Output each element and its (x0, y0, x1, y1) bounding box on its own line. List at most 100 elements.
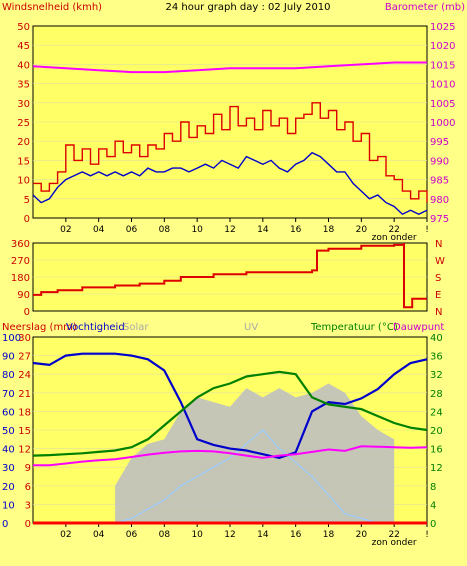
barometer-tick-label: 1010 (430, 80, 455, 91)
rain-tick-label: 18 (18, 407, 31, 418)
temperature-x-tick-label: ! (425, 530, 429, 540)
barometer-tick-label: 1015 (430, 60, 455, 71)
compass-label: E (435, 290, 441, 301)
temperature-tick-label: 24 (430, 407, 443, 418)
barometer-tick-label: 1020 (430, 41, 455, 52)
rain-tick-label: 27 (18, 352, 31, 363)
wind-x-tick-label: 18 (323, 225, 335, 235)
rain-tick-label: 3 (25, 500, 31, 511)
direction-tick-label: 90 (17, 290, 30, 301)
humidity-tick-label: 80 (2, 370, 15, 381)
direction-series (33, 243, 427, 309)
humidity-tick-label: 40 (2, 445, 15, 456)
wind-speed-tick-label: 0 (24, 214, 30, 225)
direction-tick-label: 270 (11, 256, 30, 267)
compass-label: W (435, 256, 445, 267)
series-uv (114, 429, 378, 524)
temperature-tick-label: 40 (430, 333, 443, 344)
dewpoint-axis-label: Dauwpunt (393, 322, 444, 333)
temperature-tick-label: 8 (430, 482, 436, 493)
temperature-tick-label: 16 (430, 445, 443, 456)
humidity-tick-label: 90 (2, 352, 15, 363)
humidity-tick-label: 0 (2, 519, 8, 530)
barometer-tick-label: 1005 (430, 99, 455, 110)
wind-speed-tick-label: 15 (17, 156, 30, 167)
wind-speed-tick-label: 45 (17, 41, 30, 52)
wind-x-tick-label: 16 (290, 225, 302, 235)
barometer-tick-label: 980 (430, 195, 449, 206)
uv-axis-label: UV (244, 322, 258, 333)
wind-speed-tick-label: 50 (17, 22, 30, 33)
wind-x-tick-label: 12 (224, 225, 235, 235)
compass-label: S (435, 273, 441, 284)
wind-speed-tick-label: 10 (17, 176, 30, 187)
humidity-tick-label: 50 (2, 426, 15, 437)
solar-axis-label: Solar (123, 322, 149, 333)
wind-x-tick-label: 14 (257, 225, 269, 235)
chart-layer: 0510152025303540455097598098599099510001… (2, 22, 455, 548)
wind-speed-tick-label: 30 (17, 99, 30, 110)
temperature-x-sunset-label: zon onder (372, 538, 417, 548)
wind-series-gust (33, 102, 428, 203)
series-dewpoint (33, 445, 428, 467)
wind-x-tick-label: 04 (93, 225, 105, 235)
temperature-x-tick-label: 04 (93, 530, 105, 540)
rain-axis-label: Neerslag (mm) (2, 322, 77, 333)
wind-speed-tick-label: 20 (17, 137, 30, 148)
barometer-tick-label: 985 (430, 176, 449, 187)
wind-x-tick-label: 10 (191, 225, 203, 235)
barometer-axis-label: Barometer (mb) (385, 2, 465, 13)
wind-speed-tick-label: 35 (17, 80, 30, 91)
wind-x-sunset-label: zon onder (372, 233, 417, 243)
wind-x-tick-label: 08 (159, 225, 171, 235)
temperature-x-tick-label: 16 (290, 530, 302, 540)
temperature-x-tick-label: 10 (191, 530, 203, 540)
series-temperature (32, 370, 428, 457)
direction-tick-label: 180 (11, 273, 30, 284)
humidity-tick-label: 20 (2, 482, 15, 493)
temperature-x-tick-label: 12 (224, 530, 235, 540)
graph-title: 24 hour graph day : 02 July 2010 (165, 2, 330, 13)
rain-tick-label: 9 (25, 463, 31, 474)
wind-x-tick-label: 20 (356, 225, 368, 235)
wind-x-tick-label: 22 (388, 225, 399, 235)
barometer-tick-label: 995 (430, 137, 449, 148)
temperature-x-tick-label: 08 (159, 530, 171, 540)
wind-x-tick-label: 06 (126, 225, 138, 235)
wind-x-tick-label: ! (425, 225, 429, 235)
wind-speed-tick-label: 5 (24, 195, 30, 206)
temperature-x-tick-label: 14 (257, 530, 269, 540)
wind-speed-tick-label: 25 (17, 118, 30, 129)
rain-tick-label: 6 (25, 482, 31, 493)
temperature-x-tick-label: 22 (388, 530, 399, 540)
wind-series-pressure (32, 61, 427, 74)
rain-tick-label: 30 (18, 333, 31, 344)
direction-tick-label: 360 (11, 239, 30, 250)
compass-label: N (435, 307, 442, 318)
temperature-x-tick-label: 02 (60, 530, 71, 540)
direction-tick-label: 0 (24, 307, 30, 318)
temperature-tick-label: 0 (430, 519, 436, 530)
wind-series-average (32, 151, 428, 216)
temperature-tick-label: 32 (430, 370, 443, 381)
barometer-tick-label: 990 (430, 156, 449, 167)
temperature-tick-label: 28 (430, 389, 443, 400)
humidity-tick-label: 100 (2, 333, 21, 344)
rain-tick-label: 0 (25, 519, 31, 530)
rain-tick-label: 24 (18, 370, 31, 381)
temperature-x-tick-label: 20 (356, 530, 368, 540)
rain-tick-label: 12 (18, 445, 31, 456)
humidity-tick-label: 60 (2, 407, 15, 418)
temperature-tick-label: 36 (430, 352, 443, 363)
temperature-tick-label: 4 (430, 500, 436, 511)
temperature-x-tick-label: 06 (126, 530, 138, 540)
temperature-tick-label: 12 (430, 463, 443, 474)
barometer-tick-label: 975 (430, 214, 449, 225)
temperature-x-tick-label: 18 (323, 530, 335, 540)
rain-tick-label: 15 (18, 426, 31, 437)
temperature-axis-label: Temperatuur (°C) (310, 322, 398, 333)
compass-label: N (435, 239, 442, 250)
series-humidity (32, 352, 428, 460)
wind-x-tick-label: 02 (60, 225, 71, 235)
